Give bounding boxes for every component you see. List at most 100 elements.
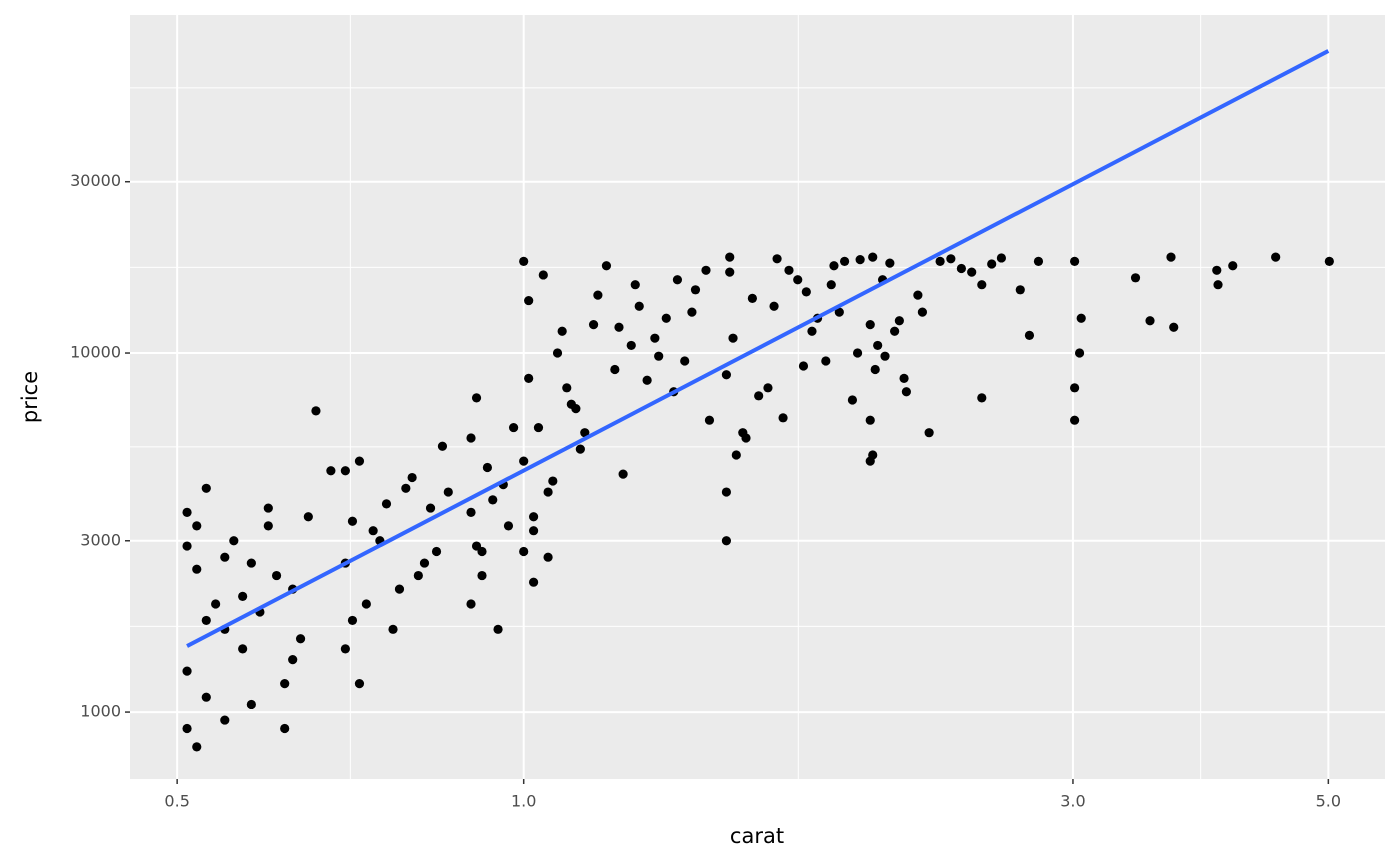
point — [701, 265, 711, 275]
point — [182, 541, 192, 551]
point — [466, 507, 476, 517]
point — [552, 348, 563, 358]
point — [524, 295, 534, 306]
point — [533, 422, 544, 433]
point — [687, 307, 697, 317]
point — [672, 275, 683, 285]
point — [721, 370, 732, 380]
point — [704, 415, 715, 425]
point — [557, 326, 567, 336]
point — [562, 383, 572, 393]
point — [1076, 313, 1086, 323]
point — [425, 503, 436, 513]
point — [885, 258, 895, 268]
point — [1130, 273, 1141, 283]
y-tick-label: 30000 — [70, 171, 121, 190]
point — [201, 615, 211, 626]
point — [524, 373, 534, 383]
point — [1070, 256, 1080, 266]
point — [295, 634, 306, 644]
point — [821, 356, 831, 366]
point — [538, 270, 548, 280]
point — [192, 564, 202, 574]
point — [873, 340, 883, 351]
point — [381, 499, 392, 509]
point — [747, 293, 757, 303]
marks — [182, 49, 1334, 752]
point — [543, 487, 553, 497]
point — [401, 483, 411, 493]
point — [769, 301, 779, 311]
point — [614, 322, 624, 332]
point — [763, 383, 773, 393]
y-axis-title: price — [18, 371, 42, 423]
point — [466, 433, 476, 443]
point — [807, 326, 817, 336]
point — [488, 495, 498, 505]
point — [967, 267, 977, 277]
point — [977, 393, 987, 403]
point — [754, 391, 764, 401]
point — [868, 450, 878, 460]
point — [855, 255, 865, 265]
point — [865, 415, 875, 425]
point — [471, 393, 482, 403]
point — [1228, 261, 1238, 271]
point — [721, 487, 732, 497]
point — [801, 287, 811, 297]
point — [519, 546, 529, 557]
point — [519, 256, 529, 266]
point — [354, 679, 365, 689]
point — [407, 472, 417, 483]
point — [847, 395, 858, 405]
point — [288, 655, 298, 665]
point — [211, 599, 221, 609]
point — [482, 462, 493, 473]
point — [238, 591, 248, 601]
point — [626, 340, 636, 351]
point — [593, 290, 603, 300]
point — [642, 375, 652, 385]
point — [1145, 316, 1155, 326]
point — [1169, 322, 1179, 332]
point — [528, 526, 539, 536]
x-axis-title: carat — [730, 824, 784, 848]
point — [1074, 348, 1085, 358]
point — [182, 507, 192, 517]
point — [477, 570, 487, 581]
point — [793, 275, 803, 285]
point — [437, 441, 448, 451]
point — [1324, 256, 1334, 266]
point — [798, 361, 809, 371]
point — [280, 723, 290, 734]
point — [263, 521, 273, 531]
point — [834, 307, 844, 317]
point — [528, 577, 539, 587]
point — [443, 487, 453, 497]
point — [238, 644, 248, 654]
point — [1166, 252, 1176, 262]
point — [901, 387, 911, 397]
point — [519, 456, 529, 466]
point — [680, 356, 690, 366]
point — [588, 320, 599, 330]
point — [725, 252, 735, 262]
point — [741, 433, 751, 443]
point — [543, 552, 553, 562]
point — [575, 444, 585, 454]
point — [548, 476, 558, 486]
point — [987, 259, 997, 269]
point — [956, 263, 966, 274]
point — [431, 546, 442, 557]
grid — [130, 15, 1385, 779]
point — [725, 267, 735, 277]
y-tick-label: 10000 — [70, 343, 121, 362]
point — [354, 456, 365, 466]
point — [201, 692, 211, 702]
x-tick-label: 1.0 — [511, 792, 536, 811]
point — [361, 599, 371, 609]
point — [368, 526, 378, 536]
point — [220, 552, 230, 562]
point — [1213, 280, 1223, 290]
point — [493, 624, 503, 634]
